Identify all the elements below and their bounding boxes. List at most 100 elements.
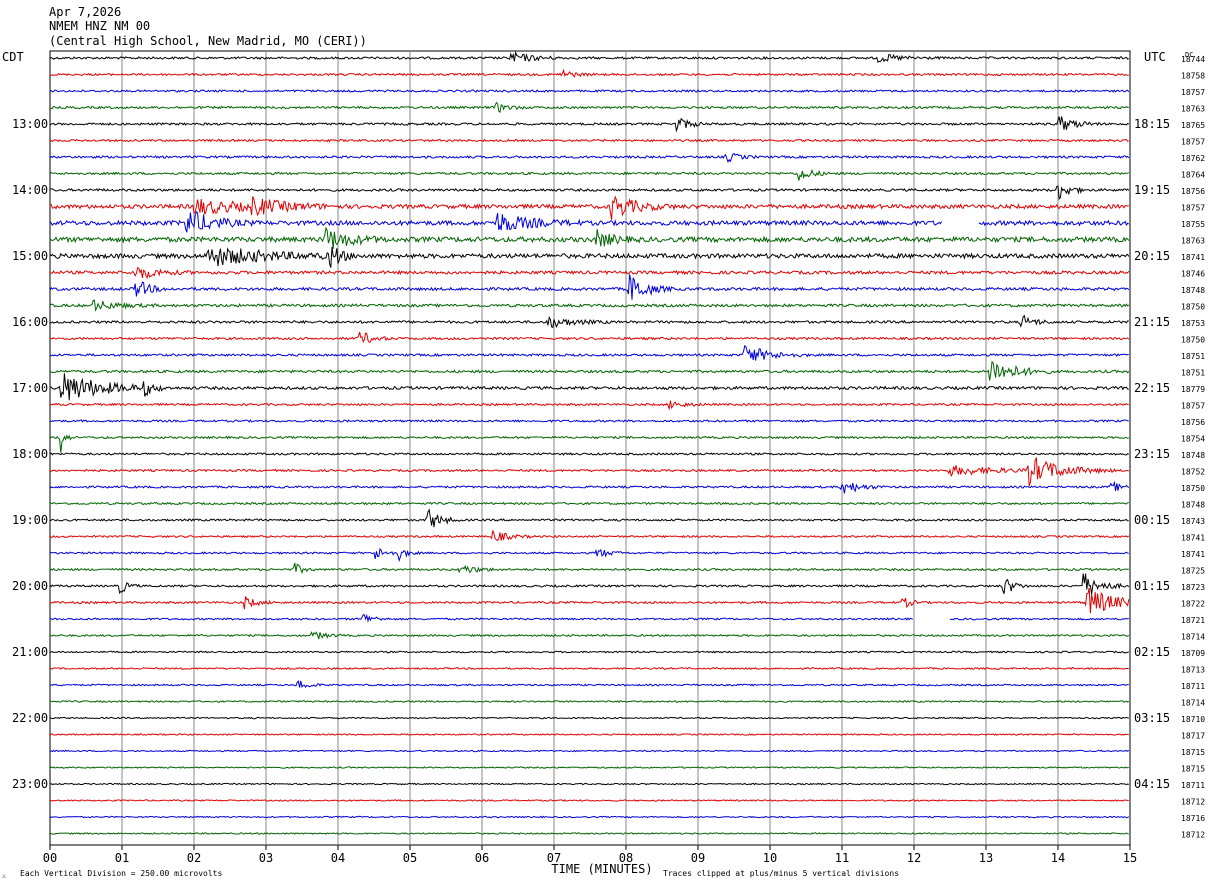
dc-offset-label: 18751 [1181,352,1205,361]
trace-line [49,185,1130,200]
dc-offset-label: 18763 [1181,105,1205,114]
right-hour-label: 18:15 [1134,117,1170,131]
dc-offset-label: 18779 [1181,385,1205,394]
dc-offset-label: 18714 [1181,633,1205,642]
dc-offset-label: 18711 [1181,682,1205,691]
right-hour-label: 19:15 [1134,183,1170,197]
dc-offset-label: 18710 [1181,715,1205,724]
trace-line [49,400,1129,411]
dc-offset-label: 18709 [1181,649,1205,658]
left-hour-label: 14:00 [12,183,48,197]
dc-offset-label: 18757 [1181,204,1205,213]
trace-line [49,501,1129,506]
x-tick-label: 04 [331,851,345,865]
trace-line [49,456,1129,487]
trace-line [49,419,1129,423]
trace-line [49,631,1130,640]
dc-offset-labels: 18744 18758 18757 18763 18765 18757 18762 18764… [1181,55,1205,840]
left-hour-label: 21:00 [12,645,48,659]
dc-offset-label: 18748 [1181,501,1205,510]
header-location: (Central High School, New Madrid, MO (CE… [49,34,367,48]
left-hour-label: 18:00 [12,447,48,461]
dc-offset-label: 18712 [1181,831,1205,840]
dc-offset-label: 18751 [1181,369,1205,378]
trace-line [49,138,1129,143]
header-station: NMEM HNZ NM 00 [49,19,150,33]
trace-line [49,195,1129,220]
left-timezone-label: CDT [2,50,24,64]
trace-line [49,274,1130,300]
x-tick-label: 09 [691,851,705,865]
dc-offset-label: 18762 [1181,154,1205,163]
trace-line [49,168,1130,181]
right-hour-label: 20:15 [1134,249,1170,263]
right-hour-label: 00:15 [1134,513,1170,527]
dc-offset-label: 18725 [1181,567,1205,576]
trace-line [49,373,1129,401]
left-hour-label: 22:00 [12,711,48,725]
right-hour-labels: 18:15 19:15 20:15 21:15 22:15 23:15 00:15 01:15… [1134,117,1170,791]
trace-line [49,680,1129,689]
left-hour-labels: 13:00 14:00 15:00 16:00 17:00 18:00 19:00 20:00… [12,117,48,791]
header-date: Apr 7,2026 [49,5,121,19]
dc-offset-label: 18763 [1181,237,1205,246]
right-timezone-label: UTC [1144,50,1166,64]
right-hour-label: 04:15 [1134,777,1170,791]
right-hour-label: 22:15 [1134,381,1170,395]
dc-offset-label: 18723 [1181,583,1205,592]
trace-line [49,766,1129,769]
x-tick-label: 08 [619,851,633,865]
dc-offset-label: 18722 [1181,600,1205,609]
minute-gridlines [121,51,1059,845]
trace-line [50,68,1129,78]
trace-line [49,452,1130,456]
trace-line [49,562,1129,575]
trace-line [49,650,1130,654]
x-axis-ticks: 00 01 02 03 04 05 06 07 08 09 10 11 12 13 14 15 [43,845,1137,865]
trace-line [49,749,1130,753]
dc-offset-label: 18765 [1181,121,1205,130]
dc-offset-label: 18741 [1181,253,1205,262]
x-tick-label: 05 [403,851,417,865]
trace-line [49,832,1129,835]
dc-offset-label: 18712 [1181,798,1205,807]
x-tick-label: 12 [907,851,921,865]
dc-label: DC [1185,51,1193,59]
trace-line [49,815,1130,819]
x-tick-label: 00 [43,851,57,865]
trace-line [49,587,1130,614]
dc-offset-label: 18714 [1181,699,1205,708]
dc-offset-label: 18750 [1181,484,1205,493]
dc-offset-label: 18756 [1181,418,1205,427]
trace-line [49,299,1130,312]
trace-line [49,331,1130,344]
x-tick-label: 02 [187,851,201,865]
dc-offset-label: 18753 [1181,319,1205,328]
left-hour-label: 19:00 [12,513,48,527]
trace-line [49,344,1129,361]
trace-line [49,613,1130,623]
dc-offset-label: 18754 [1181,435,1205,444]
trace-line [49,480,1130,494]
dc-offset-label: 18715 [1181,748,1205,757]
dc-offset-label: 18748 [1181,451,1205,460]
x-tick-label: 07 [547,851,561,865]
right-hour-label: 02:15 [1134,645,1170,659]
dc-offset-label: 18715 [1181,765,1205,774]
dc-offset-label: 18713 [1181,666,1205,675]
x-tick-label: 11 [835,851,849,865]
trace-line [49,799,1129,802]
x-tick-label: 01 [115,851,129,865]
x-tick-label: 03 [259,851,273,865]
trace-line [49,434,1129,453]
trace-line [49,101,1129,113]
trace-line [49,360,1130,381]
x-axis-label: TIME (MINUTES) [551,862,652,876]
plot-frame [49,50,1131,846]
dc-offset-label: 18721 [1181,616,1205,625]
dc-offset-label: 18758 [1181,72,1205,81]
dc-offset-label: 18764 [1181,171,1205,180]
trace-line [49,782,1129,786]
scale-note: Each Vertical Division = 250.00 microvol… [20,869,222,878]
clip-note: Traces clipped at plus/minus 5 vertical … [663,869,899,878]
